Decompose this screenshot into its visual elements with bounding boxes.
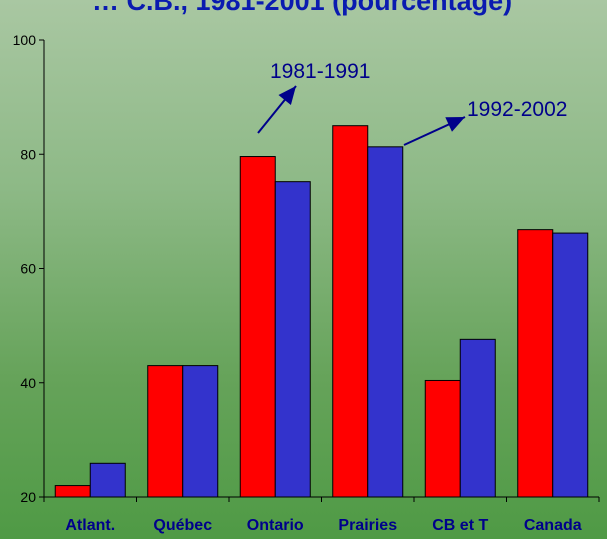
y-tick-label: 80	[20, 146, 36, 162]
annotation-arrows	[257, 85, 466, 146]
chart-axes	[39, 39, 600, 502]
y-tick-label: 20	[20, 489, 36, 505]
chart-bars	[54, 125, 589, 498]
annotation-1992-2002: 1992-2002	[467, 98, 567, 121]
bar-1981-1991-CB et T	[424, 379, 461, 498]
x-tick-label: Prairies	[338, 517, 397, 534]
chart-title: … C.B., 1981-2001 (pourcentage)	[92, 0, 512, 16]
x-tick-label: Ontario	[247, 517, 304, 534]
y-tick-label: 100	[13, 32, 37, 48]
bar-1981-1991-Québec	[147, 365, 184, 498]
bar-1981-1991-Canada	[517, 229, 554, 498]
bar-1992-2002-Canada	[552, 232, 589, 498]
y-tick-label: 60	[20, 261, 36, 277]
chart-labels: 20 40 60 80 100 Atlant. Québec Ontario Prairies C…	[13, 32, 582, 534]
y-tick-label: 40	[20, 375, 36, 391]
x-tick-label: CB et T	[432, 517, 488, 534]
bar-1992-2002-Atlant.	[89, 462, 126, 498]
annotation-1981-1991: 1981-1991	[270, 60, 370, 83]
bar-1981-1991-Prairies	[332, 125, 369, 498]
x-tick-label: Québec	[153, 517, 212, 534]
x-tick-label: Atlant.	[65, 517, 115, 534]
bar-1992-2002-Prairies	[367, 146, 404, 498]
bar-1992-2002-CB et T	[459, 338, 496, 498]
bar-1981-1991-Ontario	[239, 156, 276, 498]
bar-1992-2002-Ontario	[274, 181, 311, 498]
x-tick-label: Canada	[524, 517, 582, 534]
arrow-1992-2002-head	[445, 117, 465, 132]
bar-1992-2002-Québec	[182, 365, 219, 498]
bar-1981-1991-Atlant.	[54, 485, 91, 498]
arrow-1981-1991-head	[278, 86, 296, 106]
